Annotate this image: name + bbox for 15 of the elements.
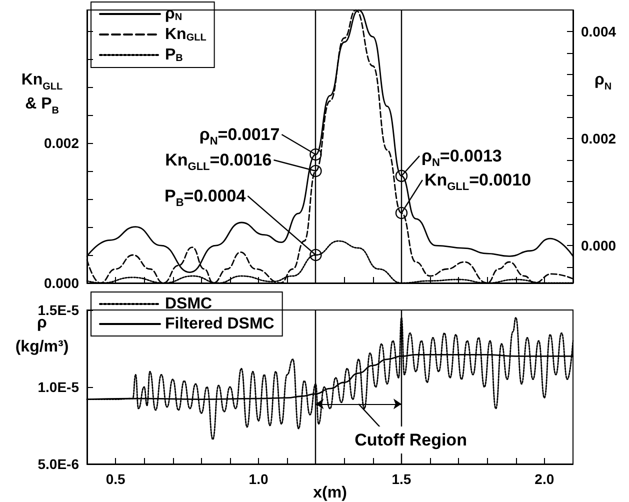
- legend-label: Filtered DSMC: [165, 316, 275, 332]
- x-tick-label: 1.5: [392, 471, 412, 487]
- legend-label: DSMC: [165, 296, 213, 312]
- x-tick-label: 1.0: [248, 471, 268, 487]
- y-tick-label: 5.0E-6: [38, 456, 80, 472]
- y2-tick-label: 0.002: [581, 130, 616, 146]
- x-tick-label: 0.5: [106, 471, 126, 487]
- y-tick-label: 1.0E-5: [38, 379, 80, 395]
- x-tick-label: 2.0: [534, 471, 554, 487]
- x-axis-title: x(m): [313, 484, 347, 502]
- y-tick-label: 0.000: [44, 275, 80, 291]
- y2-tick-label: 0.000: [581, 238, 616, 254]
- y2-tick-label: 0.004: [581, 23, 616, 40]
- annotation: Cutoff Region: [354, 430, 467, 450]
- y-tick-label: 0.002: [44, 135, 80, 151]
